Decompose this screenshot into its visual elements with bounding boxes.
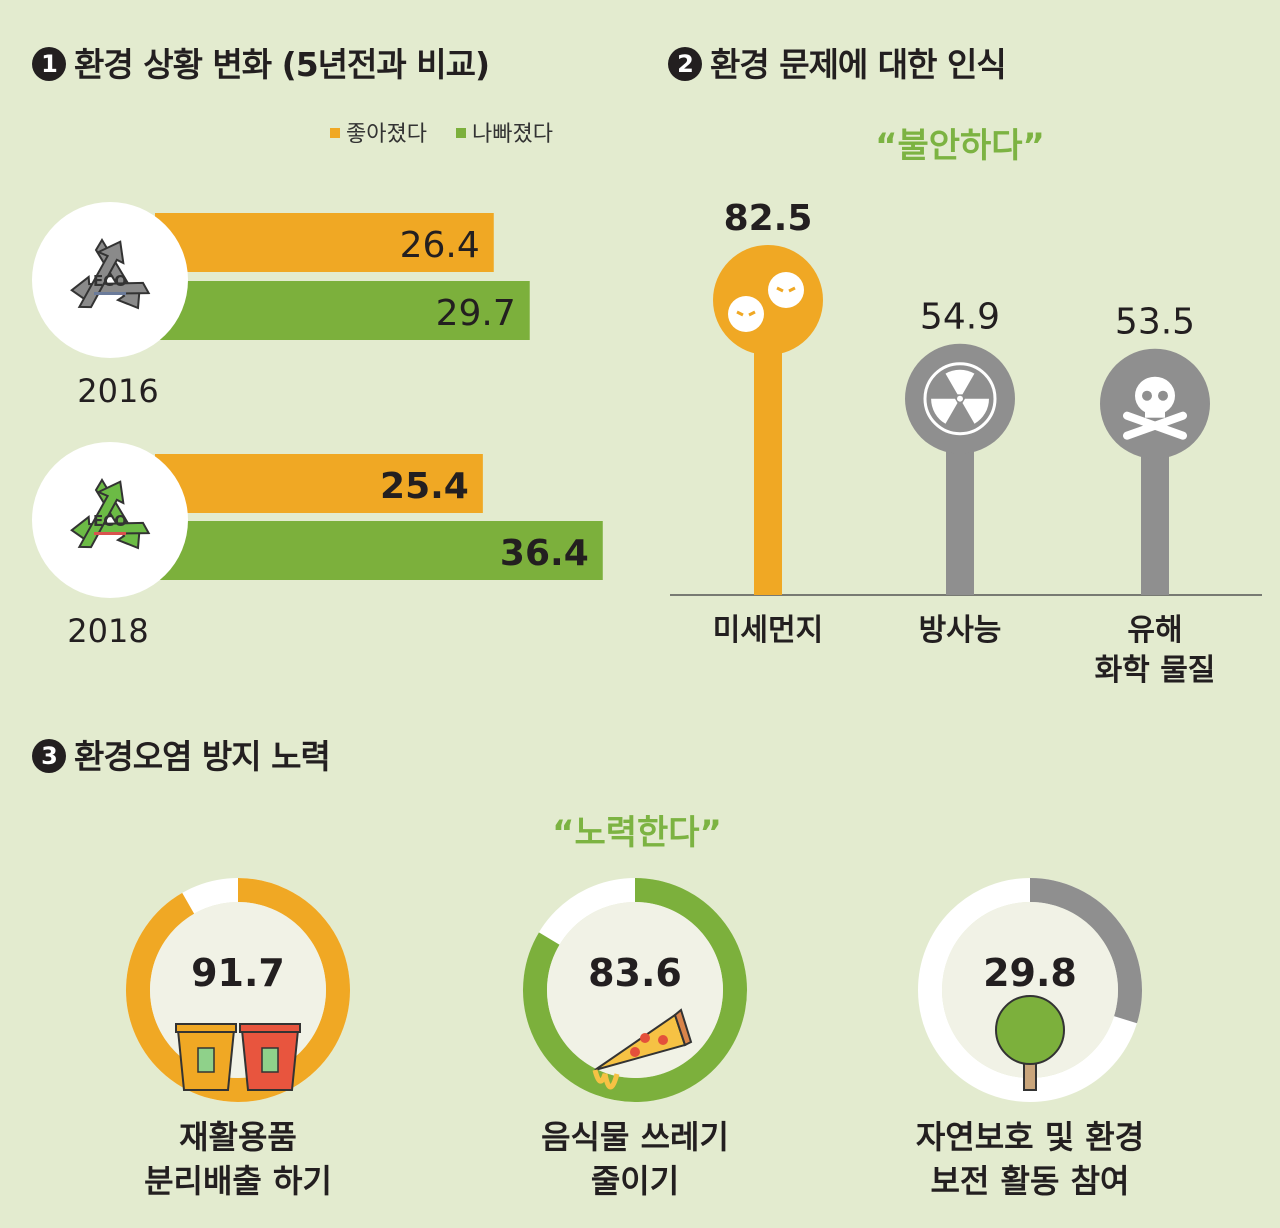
lollipop-value-label: 82.5 [724,198,813,239]
donut-category-label: 분리배출 하기 [144,1162,332,1200]
year-label: 2016 [77,372,158,410]
section3-title: 3 환경오염 방지 노력 [32,730,331,778]
eco-underline [94,532,126,535]
donut-category-label: 줄이기 [591,1162,679,1200]
crossbones [1123,411,1187,440]
bin-lid [239,1023,301,1033]
year-label: 2018 [67,612,148,650]
section3-title-text: 환경오염 방지 노력 [74,737,331,776]
radiation-ring [923,362,997,436]
skull-jaw [1145,407,1165,418]
icon-circle [32,442,188,598]
bin-item [261,1047,279,1073]
section3-quote: “노력한다” [552,813,722,853]
radiation-blade [962,398,989,424]
bar-2018-better [155,454,483,513]
legend-swatch-worse [455,128,466,138]
pizza-crust [673,1008,693,1047]
bar-value-label: 25.4 [380,466,469,507]
skull-eye [1142,390,1152,401]
skull [1135,376,1175,415]
section2-title-text: 환경 문제에 대한 인식 [710,45,1007,84]
eco-recycle-icon: ECO [32,202,188,358]
category-label: 방사능 [919,613,1002,648]
section2-title: 2 환경 문제에 대한 인식 [668,38,1007,86]
donut-category-label: 보전 활동 참여 [931,1162,1130,1200]
tree-icon [995,995,1065,1091]
dust-face-icon [728,272,804,332]
category-label: 유해 [1127,613,1182,648]
bar-2016-worse [155,281,530,340]
radiation-center [957,395,963,402]
cheese-drip [592,1069,620,1090]
skull-crossbones-icon [1123,376,1187,440]
section1-title-text: 환경 상황 변화 (5년전과 비교) [74,45,490,84]
bar-2018-worse [155,521,603,580]
donut-value-label: 91.7 [191,951,285,995]
bar-value-label: 36.4 [500,533,589,574]
donut-category-label: 재활용품 [179,1118,297,1156]
legend: 좋아졌다 나빠졌다 [330,116,553,148]
legend-better: 좋아졌다 [346,122,427,147]
category-label: 미세먼지 [713,613,823,648]
number-badge: 2 [668,47,702,81]
pizza-icon [592,1008,693,1090]
lollipop-value-label: 53.5 [1115,302,1195,343]
dust-face [768,272,804,308]
number-badge: 1 [32,47,66,81]
donut-value-label: 29.8 [983,951,1077,995]
eco-underline [94,292,126,295]
eco-label: ECO [93,272,127,290]
dust-face [728,296,764,332]
radiation-blade [931,398,958,424]
bin-lid [175,1023,237,1033]
pepperoni [658,1035,668,1045]
dust-eyes [736,310,756,317]
donut-inner [942,902,1118,1078]
section1-title: 1 환경 상황 변화 (5년전과 비교) [32,38,490,86]
tree-crown [995,995,1065,1065]
recycle-bins-icon [175,1023,301,1091]
eco-label: ECO [93,512,127,530]
eco-recycle-icon: ECO [32,442,188,598]
recycle-arrow [77,480,125,549]
icon-circle [32,202,188,358]
legend-worse: 나빠졌다 [471,122,553,147]
lollipop-head [713,245,823,355]
bin-item [197,1047,215,1073]
legend-swatch-better [330,128,340,138]
pepperoni [640,1033,650,1043]
section2-quote: “불안하다” [875,126,1045,166]
category-label: 화학 물질 [1095,653,1216,688]
donut-category-label: 자연보호 및 환경 [916,1118,1144,1156]
number-badge: 3 [32,739,66,773]
recycle-arrow [77,240,125,309]
pepperoni [630,1047,640,1057]
donut-category-label: 음식물 쓰레기 [541,1118,729,1156]
radiation-icon [923,362,997,436]
skull-eye [1158,390,1168,401]
donut-arc [1029,878,1142,1024]
dust-eyes [776,286,796,293]
radiation-blade [945,369,975,395]
bar-value-label: 29.7 [436,293,516,334]
donut-arc [523,878,747,1102]
bar-2016-better [155,213,494,272]
bar-value-label: 26.4 [400,225,480,266]
donut-value-label: 83.6 [588,951,682,995]
lollipop-value-label: 54.9 [920,297,1000,338]
